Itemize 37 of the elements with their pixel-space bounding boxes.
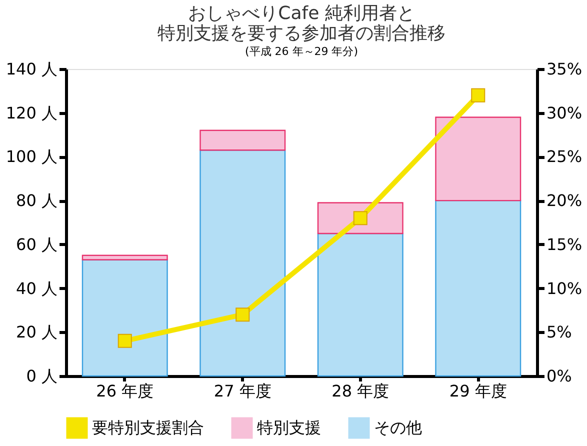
- legend-label: 特別支援: [257, 418, 321, 437]
- y-tick-label: 20 人: [16, 322, 58, 342]
- bar: [82, 254, 168, 260]
- y-tick-label: 120 人: [6, 103, 58, 122]
- chart-subtitle: (平成 26 年～29 年分): [244, 45, 358, 58]
- x-tick-label: 26 年度: [96, 382, 154, 400]
- bar: [317, 232, 404, 377]
- text: おしゃべりCafe 純利用者と: [188, 3, 415, 24]
- bar: [200, 130, 286, 151]
- y-tick-label: 100 人: [6, 147, 58, 166]
- bar: [435, 200, 522, 377]
- y-tick-label: 0 人: [26, 366, 58, 386]
- y2-tick-label: 20%: [546, 191, 582, 210]
- point: [471, 88, 486, 102]
- x-tick-label: 27 年度: [214, 382, 272, 400]
- legend-label: 要特別支援割合: [92, 418, 204, 437]
- y2-tick-label: 10%: [546, 278, 582, 298]
- bar: [82, 259, 168, 377]
- bar: [435, 116, 522, 202]
- legend-label: その他: [374, 418, 422, 437]
- y-tick-label: 40 人: [16, 278, 58, 298]
- y2-tick-label: 25%: [546, 147, 582, 166]
- text: 特別支援を要する参加者の割合推移: [158, 23, 446, 44]
- point: [353, 211, 368, 226]
- y-tick-label: 80 人: [16, 191, 58, 210]
- y2-tick-label: 30%: [546, 103, 582, 122]
- y2-tick-label: 0%: [546, 366, 572, 386]
- y2-tick-label: 15%: [546, 234, 582, 254]
- y-tick-label: 140 人: [6, 60, 58, 78]
- x-tick-label: 29 年度: [449, 382, 507, 400]
- point: [118, 334, 132, 348]
- bar: [200, 150, 286, 377]
- x-tick-label: 28 年度: [332, 382, 390, 400]
- point: [236, 308, 250, 322]
- y2-tick-label: 35%: [546, 60, 582, 78]
- y2-tick-label: 5%: [546, 322, 572, 342]
- y-tick-label: 60 人: [16, 234, 58, 254]
